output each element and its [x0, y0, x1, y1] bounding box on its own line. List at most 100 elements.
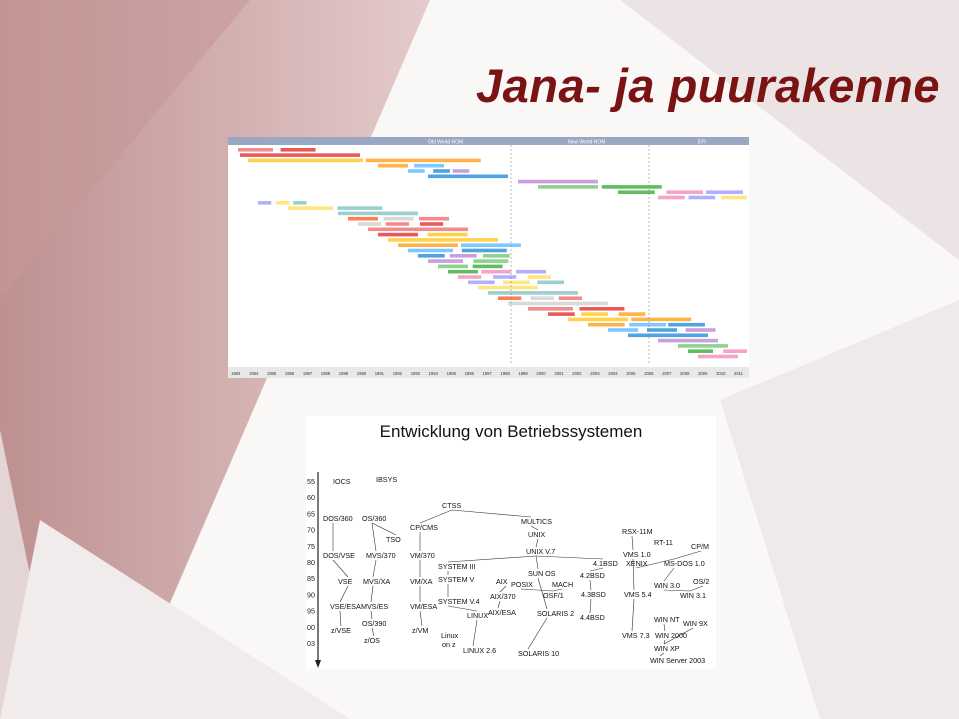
os-edge	[447, 555, 537, 563]
os-node: VMS 1.0	[623, 550, 651, 559]
os-edge	[371, 522, 377, 552]
os-node: MACH	[552, 580, 573, 589]
timeline-bar	[414, 163, 445, 168]
timeline-bar	[629, 322, 667, 327]
os-edge	[663, 627, 694, 645]
timeline-bar	[408, 248, 453, 253]
os-node: WIN 2000	[655, 631, 687, 640]
os-year-label: 85	[307, 574, 315, 583]
os-node: DOS/360	[323, 514, 353, 523]
os-node: TSO	[386, 535, 401, 544]
timeline-year-label: 2002	[572, 371, 582, 376]
os-edge	[371, 522, 397, 536]
os-node: UNIX	[528, 530, 545, 539]
timeline-bar	[338, 211, 418, 216]
os-node: OS/390	[362, 619, 386, 628]
timeline-bar	[658, 338, 718, 343]
timeline-bar	[378, 163, 408, 168]
os-node: WIN 3.0	[654, 581, 680, 590]
timeline-bar	[608, 328, 638, 332]
os-node: VMS 5.4	[624, 590, 652, 599]
os-node: SYSTEM III	[438, 562, 476, 571]
timeline-bar	[698, 354, 738, 359]
os-node: SYSTEM V	[438, 575, 475, 584]
os-node: AIX/370	[490, 592, 516, 601]
os-node: 4.3BSD	[581, 590, 606, 599]
timeline-year-label: 1997	[483, 371, 493, 376]
timeline-bar	[472, 264, 503, 269]
timeline-bar	[538, 185, 598, 189]
os-node: IBSYS	[376, 475, 397, 484]
os-node: OSF/1	[543, 591, 564, 600]
mac-os-timeline-figure: Old World ROM New World ROM EFI 1983 1984…	[228, 137, 749, 378]
timeline-year-label: 2011	[734, 371, 744, 376]
timeline-bar	[337, 206, 383, 210]
os-node: MVS/370	[366, 551, 396, 560]
os-year-label: 55	[307, 477, 315, 486]
os-node: MVS/ES	[361, 602, 388, 611]
timeline-bar	[688, 349, 713, 353]
os-edge	[663, 567, 675, 582]
os-node: WIN XP	[654, 644, 680, 653]
os-edge	[447, 605, 478, 612]
os-node: CTSS	[442, 501, 461, 510]
os-edge	[663, 639, 666, 645]
timeline-bar	[666, 190, 704, 194]
os-edge	[589, 598, 592, 614]
timeline-year-label: 2003	[590, 371, 600, 376]
os-node: 4.4BSD	[580, 613, 605, 622]
timeline-bar	[293, 201, 307, 205]
os-node: on z	[442, 640, 456, 649]
timeline-bar	[280, 148, 316, 152]
timeline-bar	[579, 307, 625, 311]
os-node: CP/CMS	[410, 523, 438, 532]
timeline-year-label: 1991	[375, 371, 385, 376]
os-edge	[339, 585, 349, 603]
os-node: WIN 9X	[683, 619, 708, 628]
os-edge	[635, 558, 675, 569]
os-node: CP/M	[691, 542, 709, 551]
timeline-bar	[473, 259, 509, 263]
os-edge	[371, 627, 375, 637]
os-node: LINUX	[467, 611, 488, 620]
os-node: 4.1BSD	[593, 559, 618, 568]
timeline-bar	[458, 275, 482, 279]
timeline-bar	[418, 254, 445, 258]
timeline-year-label: 1992	[393, 371, 403, 376]
timeline-bar	[721, 195, 748, 200]
timeline-bar	[385, 222, 410, 226]
timeline-year-label: 1985	[267, 371, 277, 376]
os-edge	[589, 579, 592, 591]
timeline-bar	[601, 185, 662, 189]
os-edge	[372, 559, 377, 578]
timeline-bar	[258, 201, 272, 205]
timeline-year-label: 1986	[285, 371, 295, 376]
os-edge	[499, 585, 507, 593]
timeline-bar	[568, 317, 628, 322]
os-edge	[673, 550, 702, 560]
os-year-label: 80	[307, 558, 315, 567]
timeline-bar	[378, 232, 418, 237]
os-node: OS/360	[362, 514, 386, 523]
timeline-bar	[628, 333, 708, 338]
timeline-year-label: 1984	[249, 371, 259, 376]
os-node: z/VSE	[331, 626, 351, 635]
os-node: WIN Server 2003	[650, 656, 705, 665]
timeline-bar	[383, 216, 414, 221]
os-node: AIX/ESA	[488, 608, 516, 617]
timeline-bar	[398, 243, 458, 247]
timeline-bar	[688, 195, 716, 200]
os-edge	[659, 652, 665, 657]
os-year-label: 03	[307, 639, 315, 648]
os-node: LINUX 2.6	[463, 646, 496, 655]
timeline-bar	[685, 328, 716, 332]
timeline-year-label: 2006	[644, 371, 654, 376]
os-node: RT-11	[654, 538, 673, 547]
os-node: XENIX	[626, 559, 648, 568]
os-year-label: 75	[307, 542, 315, 551]
timeline-bar	[658, 195, 685, 200]
os-year-label: 95	[307, 607, 315, 616]
os-node: VSE/ESA	[330, 602, 361, 611]
timeline-bar	[548, 312, 575, 316]
timeline-year-label: 1996	[465, 371, 475, 376]
